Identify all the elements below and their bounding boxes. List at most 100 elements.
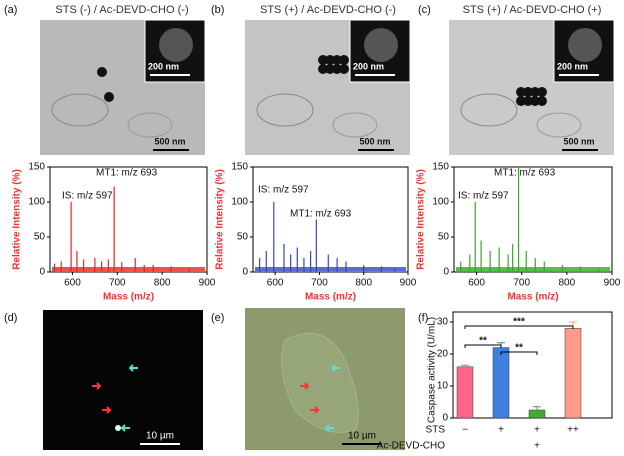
nanoparticle <box>318 55 328 65</box>
bar <box>492 347 510 419</box>
y-tick-label: 150 <box>28 162 45 173</box>
panel-label: (b) <box>211 4 224 16</box>
y-axis-label: Relative Intensity (%) <box>215 169 226 270</box>
y-tick-label: 100 <box>432 197 449 208</box>
x-tick-label: 900 <box>604 278 621 289</box>
organelle <box>256 93 314 127</box>
x-axis-label: Mass (m/z) <box>103 292 154 303</box>
scale-bar <box>358 149 394 151</box>
annotation: IS: m/z 597 <box>458 191 509 202</box>
x-tick-label: 800 <box>154 278 171 289</box>
bracket <box>464 344 502 348</box>
x-tick-label: 900 <box>400 278 417 289</box>
nanoparticle <box>530 87 540 97</box>
nanoparticle <box>364 28 398 62</box>
bracket <box>500 351 538 355</box>
nanoparticle <box>516 87 526 97</box>
y-tick-label: 0 <box>443 267 449 278</box>
scale-label: 500 nm <box>563 136 594 146</box>
inset-scale: 200 nm <box>557 61 588 71</box>
scale-bar <box>342 443 382 445</box>
y-tick-label: 30 <box>437 317 449 328</box>
x-tick-label: 700 <box>109 278 126 289</box>
nanoparticle <box>332 55 342 65</box>
y-tick-label: 50 <box>438 232 450 243</box>
organelle <box>536 112 582 138</box>
scale-label: 10 µm <box>146 431 174 442</box>
row-value: + <box>534 425 540 436</box>
nanoparticle <box>530 96 540 106</box>
annotation: IS: m/z 597 <box>258 185 309 196</box>
cell <box>281 332 359 433</box>
panel-title: STS (+) / Ac-DEVD-CHO (-) <box>260 4 396 16</box>
x-tick-label: 800 <box>355 278 372 289</box>
nanoparticle <box>537 87 547 97</box>
scale-bar <box>562 149 598 151</box>
row-value: ++ <box>567 425 579 436</box>
x-axis-label: Mass (m/z) <box>305 292 356 303</box>
nanoparticle <box>325 55 335 65</box>
significance: ** <box>515 343 523 354</box>
arrows <box>300 364 340 432</box>
axis-frame <box>252 166 409 273</box>
significance: *** <box>513 317 525 328</box>
y-tick-label: 10 <box>437 381 449 392</box>
y-axis-label: Relative Intensity (%) <box>416 169 427 270</box>
row-value: − <box>462 425 468 436</box>
nanoparticle <box>339 55 349 65</box>
annotation: MT1: m/z 693 <box>96 168 158 179</box>
nanoparticle <box>537 96 547 106</box>
nanoparticle <box>523 96 533 106</box>
annotation: IS: m/z 597 <box>62 191 113 202</box>
panel-title: STS (+) / Ac-DEVD-CHO (+) <box>463 4 602 16</box>
nanoparticle <box>97 67 107 77</box>
error-bar <box>461 364 469 369</box>
scale-label: 500 nm <box>359 136 390 146</box>
y-axis-label: Relative Intensity (%) <box>12 169 23 270</box>
bracket <box>464 325 574 329</box>
x-tick-label: 700 <box>311 278 328 289</box>
scale-bar <box>150 74 190 76</box>
axis-frame <box>49 166 208 273</box>
scale-label: 10 µm <box>348 431 376 442</box>
organelle <box>332 112 378 138</box>
scale-bar <box>355 74 395 76</box>
y-tick-label: 150 <box>432 162 449 173</box>
panel-label: (d) <box>4 312 17 324</box>
x-tick-label: 800 <box>559 278 576 289</box>
y-tick-label: 100 <box>231 197 248 208</box>
panel-title: STS (-) / Ac-DEVD-CHO (-) <box>55 4 188 16</box>
row-value: + <box>534 441 540 452</box>
nanoparticle <box>318 64 328 74</box>
bar <box>456 366 474 419</box>
scale-label: 500 nm <box>154 136 185 146</box>
bar <box>564 328 582 419</box>
scale-bar <box>153 149 189 151</box>
row-label: Ac-DEVD-CHO <box>377 441 446 452</box>
y-tick-label: 0 <box>39 267 45 278</box>
y-tick-label: 100 <box>28 197 45 208</box>
significance: ** <box>479 336 487 347</box>
inset-scale: 200 nm <box>353 61 384 71</box>
axis-frame <box>453 166 613 273</box>
inset-scale: 200 nm <box>148 61 179 71</box>
y-tick-label: 50 <box>237 232 249 243</box>
panel-label: (a) <box>4 4 17 16</box>
error-bar <box>533 406 541 414</box>
x-tick-label: 600 <box>468 278 485 289</box>
panel-label: (c) <box>418 4 431 16</box>
noise <box>255 267 406 271</box>
organelle <box>127 112 173 138</box>
panel-label: (f) <box>418 312 428 324</box>
nanoparticle <box>523 87 533 97</box>
panel-label: (e) <box>211 312 224 324</box>
y-tick-label: 0 <box>242 267 248 278</box>
row-label: STS <box>426 425 446 436</box>
organelle <box>460 93 518 127</box>
nanoparticle <box>104 92 114 102</box>
x-tick-label: 600 <box>64 278 81 289</box>
annotation: MT1: m/z 693 <box>494 168 556 179</box>
axis-frame <box>452 311 613 419</box>
